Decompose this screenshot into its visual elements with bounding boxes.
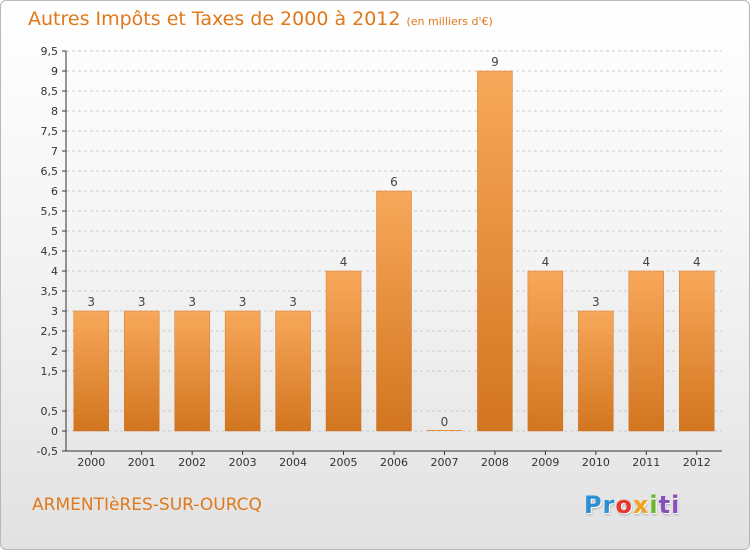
data-label: 4	[340, 255, 348, 269]
data-label: 6	[390, 175, 398, 189]
axes: -0,5 0 0,5 1,5 2 2,5 3 3,5 4 4,5 5 5,5 6 6,5 7 7,5 8 8,5 9…	[37, 45, 722, 469]
logo-part: x	[632, 491, 650, 519]
x-tick-label: 2006	[380, 456, 408, 469]
data-label: 3	[289, 295, 297, 309]
y-tick-label: 2	[51, 345, 58, 358]
data-label: 4	[693, 255, 701, 269]
x-tick-label: 2000	[77, 456, 105, 469]
y-tick-label: 8,5	[41, 85, 59, 98]
logo-part: ti	[658, 491, 681, 519]
logo-part: o	[615, 491, 633, 519]
chart-title: Autres Impôts et Taxes de 2000 à 2012 (en…	[28, 8, 493, 30]
bar	[174, 310, 210, 432]
x-tick-label: 2003	[229, 456, 257, 469]
data-label: 3	[592, 295, 600, 309]
y-tick-label: 3,5	[41, 285, 59, 298]
data-label: 9	[491, 55, 499, 69]
y-tick-label: 7,5	[41, 125, 59, 138]
data-label: 3	[188, 295, 196, 309]
bar	[628, 270, 665, 432]
y-tick-label: 3	[51, 305, 58, 318]
bar	[73, 310, 109, 432]
bar	[679, 270, 715, 432]
logo-part: i	[649, 491, 659, 519]
data-label: 3	[87, 295, 95, 309]
data-label: 4	[642, 255, 650, 269]
y-tick-label: 9,5	[41, 45, 59, 58]
bars	[73, 70, 715, 432]
y-tick-label: 5,5	[41, 205, 59, 218]
chart-unit: (en milliers d'€)	[406, 15, 493, 28]
x-tick-label: 2004	[279, 456, 307, 469]
commune-name: ARMENTIèRES-SUR-OURCQ	[32, 495, 262, 515]
x-tick-label: 2002	[178, 456, 206, 469]
y-tick-label: 8	[51, 105, 58, 118]
bar	[275, 310, 311, 432]
x-tick-label: 2008	[481, 456, 509, 469]
bar	[224, 310, 261, 432]
y-tick-label: -0,5	[37, 445, 58, 458]
y-tick-label: 1,5	[41, 365, 59, 378]
bar	[578, 310, 614, 432]
bar	[325, 270, 362, 432]
bar	[527, 270, 564, 432]
x-tick-label: 2009	[531, 456, 559, 469]
y-tick-label: 4	[51, 265, 58, 278]
data-label: 0	[441, 415, 449, 429]
bar	[123, 310, 160, 432]
x-tick-label: 2001	[128, 456, 156, 469]
data-label: 3	[239, 295, 247, 309]
y-tick-label: 9	[51, 65, 58, 78]
bar	[477, 70, 513, 432]
y-tick-label: 5	[51, 225, 58, 238]
x-tick-label: 2010	[582, 456, 610, 469]
bar	[376, 190, 412, 432]
x-tick-label: 2011	[632, 456, 660, 469]
y-tick-label: 0	[51, 425, 58, 438]
y-tick-label: 7	[51, 145, 58, 158]
x-tick-label: 2007	[430, 456, 458, 469]
bar	[426, 430, 462, 431]
y-tick-label: 0,5	[41, 405, 59, 418]
x-tick-label: 2005	[330, 456, 358, 469]
y-tick-label: 2,5	[41, 325, 59, 338]
x-tick-label: 2012	[683, 456, 711, 469]
y-tick-label: 4,5	[41, 245, 59, 258]
data-label: 3	[138, 295, 146, 309]
proxiti-logo: Proxiti	[584, 491, 680, 519]
data-label: 4	[542, 255, 550, 269]
logo-part: Pr	[584, 491, 616, 519]
chart-title-text: Autres Impôts et Taxes de 2000 à 2012	[28, 8, 401, 30]
y-tick-label: 6,5	[41, 165, 59, 178]
data-labels: 3 3 3 3 3 4 6 0 9 4 3 4 4	[87, 55, 700, 429]
y-tick-label: 6	[51, 185, 58, 198]
